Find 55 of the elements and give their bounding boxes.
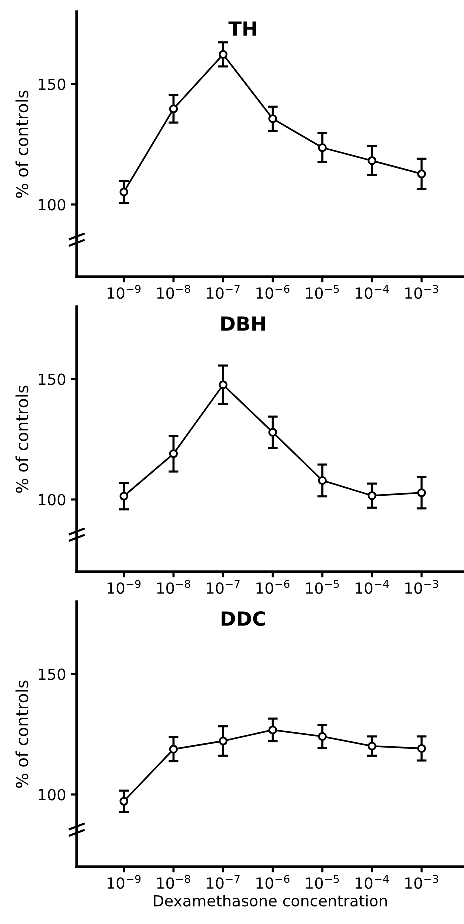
x-axis-title: Dexamethasone concentration [154,894,388,907]
point [368,156,377,166]
x-tick-label: 10$^{−6}$ [256,875,290,890]
point [318,476,327,486]
point [268,428,278,437]
y-tick-label: 100 [39,199,66,211]
chart-title: TH [228,22,256,36]
y-tick-label: 150 [39,78,66,90]
x-tick-label: 10$^{−8}$ [157,285,190,300]
x-tick-label: 10$^{−4}$ [356,875,390,890]
point [120,797,129,806]
x-tick-label: 10$^{−7}$ [207,875,240,890]
point [318,732,327,742]
chart-title: DDC [222,611,266,626]
x-tick-label: 10$^{−9}$ [108,580,141,594]
point [268,114,278,124]
y-axis-title: % of controls [16,90,29,198]
y-tick-label: 150 [39,374,66,386]
point [169,745,178,754]
x-tick-label: 10$^{−6}$ [256,285,290,300]
x-tick-label: 10$^{−9}$ [108,285,141,300]
x-tick-label: 10$^{−4}$ [356,285,390,300]
point [268,726,278,735]
point [218,50,228,60]
x-tick-label: 10$^{−3}$ [406,285,438,300]
point [417,744,426,754]
point [120,188,129,197]
x-tick-label: 10$^{−5}$ [306,285,340,300]
y-tick-label: 100 [39,494,66,506]
x-tick-label: 10$^{−8}$ [157,580,190,594]
x-tick-label: 10$^{−7}$ [207,285,240,300]
x-tick-label: 10$^{−3}$ [406,580,438,594]
x-tick-label: 10$^{−7}$ [207,580,240,594]
point [218,380,228,390]
point [368,491,377,500]
y-axis-title: % of controls [16,680,29,788]
y-axis-title: % of controls [16,386,29,494]
x-tick-label: 10$^{−4}$ [356,580,390,594]
x-tick-label: 10$^{−3}$ [406,875,438,890]
point [417,170,426,179]
chart-title: DBH [222,316,266,331]
point [318,143,327,152]
point [120,492,129,501]
x-tick-label: 10$^{−9}$ [108,875,141,890]
x-tick-label: 10$^{−5}$ [306,875,340,890]
point [417,488,426,498]
point [169,450,178,458]
x-tick-label: 10$^{−5}$ [306,580,340,594]
point [218,736,228,746]
point [368,742,377,751]
x-tick-label: 10$^{−6}$ [256,580,290,594]
y-tick-label: 150 [39,668,66,680]
x-tick-label: 10$^{−8}$ [157,875,190,890]
y-tick-label: 100 [39,789,66,801]
point [169,104,178,114]
